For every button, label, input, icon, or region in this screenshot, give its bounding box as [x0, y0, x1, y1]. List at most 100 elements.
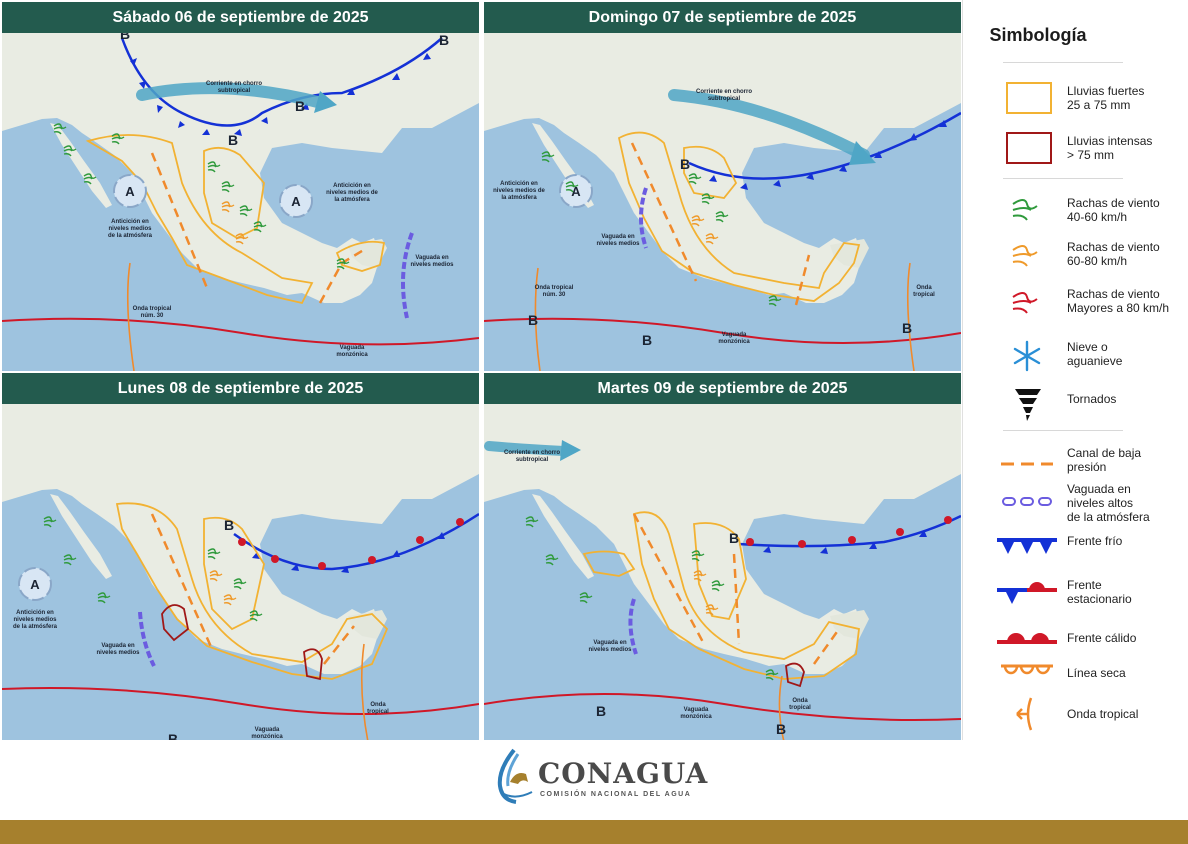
tropical-wave-line	[534, 267, 541, 371]
stationary-front-symbols	[238, 518, 464, 573]
svg-text:A: A	[30, 577, 40, 592]
svg-text:Onda: Onda	[792, 698, 808, 704]
jet-stream-arrow	[136, 82, 328, 109]
svg-text:Vaguada en: Vaguada en	[415, 255, 449, 261]
divider	[1003, 62, 1123, 63]
tropical-wave-line	[126, 262, 135, 371]
heavy-rain-area	[582, 550, 636, 577]
svg-text:monzónica: monzónica	[251, 734, 283, 740]
heavy-rain-area	[85, 134, 314, 305]
svg-text:Vaguada: Vaguada	[722, 332, 747, 338]
warm-front-icon	[997, 633, 1057, 644]
monsoon-trough-line	[484, 317, 961, 344]
anticyclone-marker	[113, 174, 147, 208]
jet-label-1: Corriente en chorro	[206, 81, 262, 87]
legend-label: Vaguada en niveles altos de la atmósfera	[1067, 482, 1150, 524]
svg-text:B: B	[902, 320, 912, 336]
logo-subtitle: COMISIÓN NACIONAL DEL AGUA	[540, 791, 692, 798]
jet-label-2: subtropical	[218, 88, 251, 94]
stationary-front-line	[233, 512, 479, 571]
legend-label: Frente estacionario	[1067, 578, 1132, 606]
svg-text:A: A	[571, 184, 581, 199]
svg-text:B: B	[596, 703, 606, 719]
heavy-rain-area-2	[203, 516, 265, 631]
legend-label: Rachas de viento 60-80 km/h	[1067, 240, 1160, 268]
cold-front-icon	[997, 538, 1057, 554]
legend-label: Tornados	[1067, 392, 1117, 406]
heavy-rain-area-2	[632, 511, 860, 680]
stationary-front-symbols	[746, 516, 952, 554]
legend-label: Canal de baja presión	[1067, 446, 1142, 474]
heavy-rain-area	[115, 502, 389, 680]
snowflake-icon	[1013, 340, 1041, 372]
svg-text:Corriente en chorro: Corriente en chorro	[696, 89, 752, 95]
svg-text:Anticición en: Anticición en	[333, 183, 371, 189]
low-pressure-trough	[630, 142, 698, 282]
monsoon-trough-line	[2, 317, 479, 346]
svg-text:de la atmósfera: de la atmósfera	[108, 233, 153, 239]
footer: CONAGUA COMISIÓN NACIONAL DEL AGUA	[0, 740, 1188, 844]
jet-stream-arrow	[484, 441, 569, 456]
anticyclone-gulf-marker	[279, 184, 313, 218]
svg-text:Vaguada en: Vaguada en	[601, 234, 635, 240]
svg-text:niveles medios: niveles medios	[96, 650, 140, 656]
forecast-map: Corriente en chorro subtropical A A Anti…	[2, 33, 479, 371]
svg-text:monzónica: monzónica	[718, 339, 750, 345]
heavy-rain-area-3	[693, 522, 747, 621]
divider	[1003, 178, 1123, 179]
svg-text:Onda tropical: Onda tropical	[535, 285, 574, 291]
legend-label: Onda tropical	[1067, 707, 1139, 721]
conagua-logo-icon	[497, 748, 533, 804]
monsoon-trough-line	[2, 687, 479, 715]
svg-text:A: A	[291, 194, 301, 209]
map-panel-sunday: Domingo 07 de septiembre de 2025 Corrien…	[484, 2, 961, 371]
svg-text:Anticición en: Anticición en	[111, 219, 149, 225]
svg-text:B: B	[680, 156, 690, 172]
svg-text:Onda tropical: Onda tropical	[133, 306, 172, 312]
svg-text:Vaguada en: Vaguada en	[101, 643, 135, 649]
heavy-rain-area-3	[335, 240, 386, 272]
tropical-wave-line	[778, 675, 785, 742]
intense-rain-area	[785, 662, 805, 688]
intense-rain-area-2	[303, 648, 323, 681]
heavy-rain-area-2	[203, 146, 265, 240]
svg-text:de la atmósfera: de la atmósfera	[13, 624, 58, 630]
panel-title: Martes 09 de septiembre de 2025	[484, 373, 961, 404]
yellow-rain-box-icon	[1006, 82, 1052, 114]
svg-text:A: A	[125, 184, 135, 199]
divider	[1003, 430, 1123, 431]
svg-text:niveles medios: niveles medios	[410, 262, 454, 268]
svg-text:B: B	[729, 530, 739, 546]
svg-text:Corriente en chorro: Corriente en chorro	[504, 450, 560, 456]
cold-front-barbs	[130, 53, 431, 136]
svg-text:Anticición en: Anticición en	[16, 610, 54, 616]
svg-text:niveles medios de: niveles medios de	[326, 190, 378, 196]
svg-text:niveles medios: niveles medios	[108, 226, 152, 232]
svg-text:Vaguada en: Vaguada en	[593, 640, 627, 646]
upper-trough	[401, 232, 414, 319]
legend-label: Rachas de viento 40-60 km/h	[1067, 196, 1160, 224]
legend-label: Lluvias fuertes 25 a 75 mm	[1067, 84, 1145, 112]
forecast-map: A Anticición en niveles medios de la atm…	[2, 404, 479, 742]
cold-front-line	[688, 111, 961, 180]
panel-title: Sábado 06 de septiembre de 2025	[2, 2, 479, 33]
svg-text:Vaguada: Vaguada	[684, 707, 709, 713]
tornado-icon	[1015, 389, 1041, 421]
legend-label: Frente frío	[1067, 534, 1123, 548]
low-pressure-trough	[150, 152, 209, 289]
svg-text:niveles medios: niveles medios	[588, 647, 632, 653]
intense-rain-area	[161, 604, 189, 642]
map-panel-monday: Lunes 08 de septiembre de 2025 A Anticic…	[2, 373, 479, 742]
panel-title: Lunes 08 de septiembre de 2025	[2, 373, 479, 404]
map-panel-tuesday: Martes 09 de septiembre de 2025 Corrient…	[484, 373, 961, 742]
svg-text:B: B	[528, 312, 538, 328]
svg-text:monzónica: monzónica	[336, 352, 368, 358]
svg-text:tropical: tropical	[789, 705, 811, 711]
svg-text:monzónica: monzónica	[680, 714, 712, 720]
svg-text:Vaguada: Vaguada	[340, 345, 365, 351]
svg-text:tropical: tropical	[913, 292, 935, 298]
svg-text:la atmósfera: la atmósfera	[501, 195, 537, 201]
svg-text:Onda: Onda	[370, 702, 386, 708]
heavy-rain-area	[617, 131, 861, 302]
tropical-wave-icon	[1016, 697, 1033, 731]
